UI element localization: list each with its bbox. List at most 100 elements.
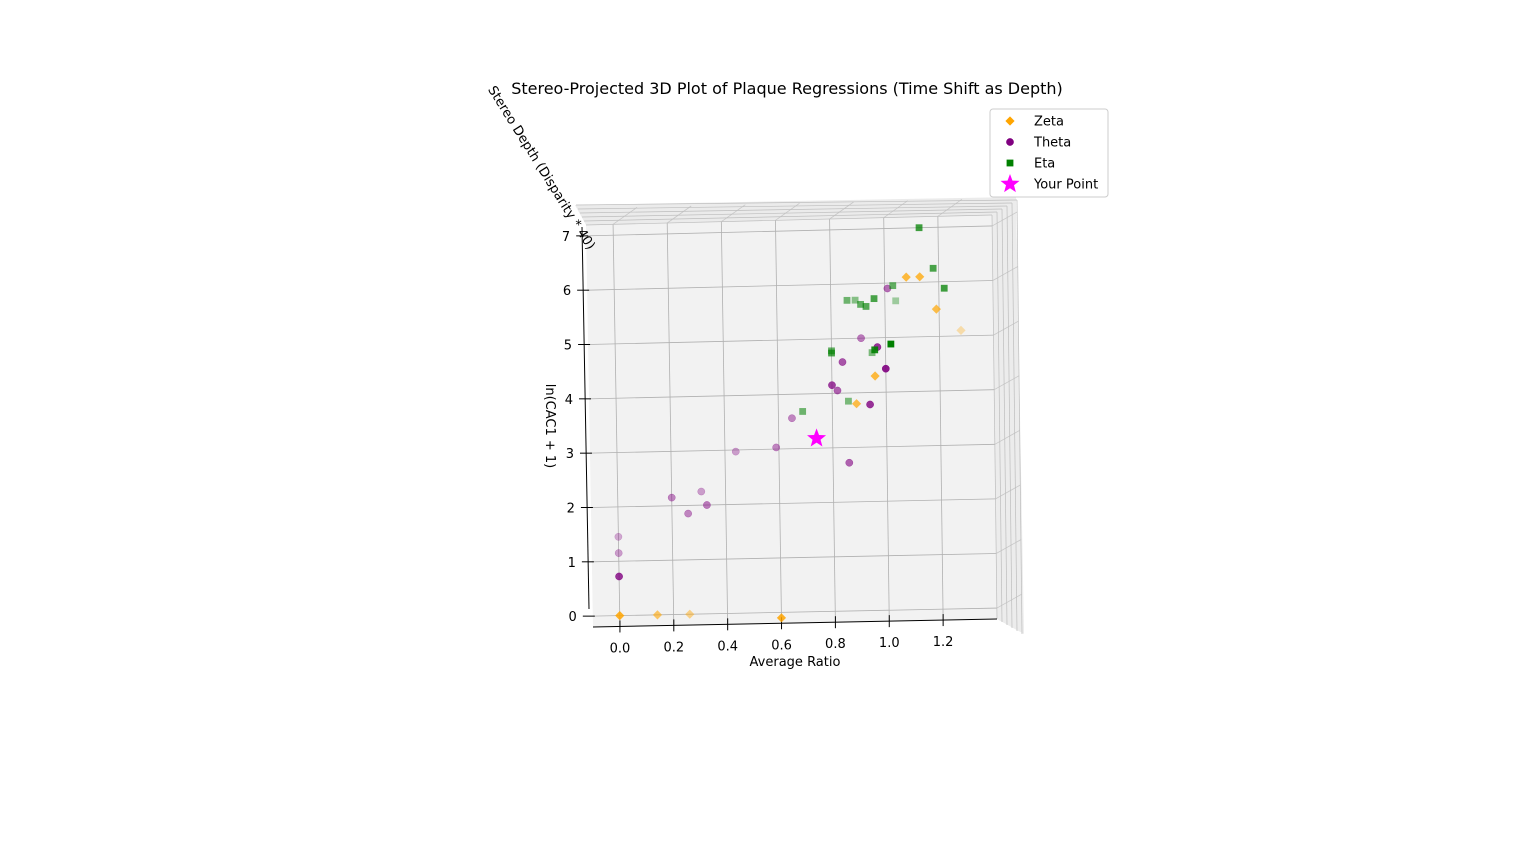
eta-point — [871, 346, 879, 354]
eta-point — [870, 295, 878, 303]
x-grid-line — [829, 218, 836, 623]
y-tick-label: 1 — [568, 556, 576, 571]
x-grid-line-top — [721, 204, 746, 222]
z-axis-label: Stereo Depth (Disparity * 40) — [484, 84, 597, 253]
theta-point — [857, 334, 865, 343]
x-tick-label: 0.4 — [717, 639, 738, 654]
eta-point — [940, 284, 948, 292]
theta-point — [833, 386, 842, 395]
zeta-point — [870, 371, 880, 381]
y-grid-line — [591, 553, 997, 563]
eta-point — [857, 300, 864, 308]
zeta-point — [956, 325, 966, 336]
zeta-point — [931, 304, 941, 314]
theta-point — [703, 501, 711, 509]
x-grid-line — [612, 224, 621, 627]
grid-lines — [575, 199, 1023, 635]
z-grid-line-top — [577, 202, 1013, 210]
axis-panes — [575, 197, 1024, 634]
y-grid-line — [587, 280, 993, 291]
eta-point — [915, 224, 923, 232]
x-grid-line — [720, 221, 729, 625]
x-tick-label: 0.2 — [663, 640, 684, 655]
x-tick-label: 1.0 — [879, 636, 900, 651]
theta-point — [614, 549, 623, 557]
y-grid-line-side — [995, 539, 1022, 554]
eta-point — [843, 296, 851, 304]
y-tick-label: 6 — [563, 284, 571, 299]
legend-box — [989, 108, 1109, 198]
z-grid-line — [1011, 202, 1018, 632]
y-tick-label: 4 — [565, 393, 573, 408]
y-tick-label: 0 — [569, 610, 577, 625]
legend: Zeta Theta Eta Your Point — [989, 108, 1109, 198]
theta-point — [866, 400, 874, 409]
y-grid-line — [589, 389, 995, 400]
y-grid-line-side — [993, 375, 1020, 391]
legend-marker-eta — [1006, 159, 1014, 167]
y-grid-line-side — [991, 211, 1018, 227]
eta-point — [799, 408, 807, 415]
eta-point — [845, 397, 852, 405]
your-point-point — [807, 428, 827, 447]
theta-point — [731, 447, 740, 456]
theta-point — [614, 532, 623, 541]
y-tick-label: 2 — [567, 501, 575, 516]
x-axis-line — [592, 618, 998, 628]
x-grid-line — [666, 222, 675, 626]
y-axis-label: ln(CAC1 + 1) — [542, 384, 557, 469]
eta-point — [929, 264, 937, 272]
theta-point — [845, 458, 854, 467]
z-grid-line — [1006, 205, 1013, 629]
y-grid-line-side — [995, 484, 1021, 500]
legend-label-your-point: Your Point — [1033, 178, 1098, 193]
zeta-point — [901, 272, 911, 282]
zeta-point — [915, 272, 925, 282]
y-grid-line-side — [993, 320, 1019, 336]
x-grid-line — [937, 216, 944, 621]
theta-point — [828, 381, 836, 390]
y-grid-line — [589, 443, 995, 454]
eta-point — [828, 349, 835, 357]
y-grid-line — [588, 334, 994, 345]
y-tick-label: 7 — [562, 230, 570, 245]
zeta-point — [652, 610, 663, 620]
x-grid-line-top — [666, 205, 692, 224]
theta-point — [838, 358, 847, 366]
theta-point — [788, 414, 796, 423]
eta-point — [892, 297, 900, 305]
legend-marker-zeta — [1005, 116, 1015, 126]
x-grid-line-top — [883, 200, 908, 218]
z-grid-line — [1016, 199, 1023, 635]
theta-point — [881, 364, 890, 373]
x-tick-label: 0.0 — [610, 641, 631, 656]
legend-label-eta: Eta — [1034, 157, 1055, 172]
x-grid-line-top — [829, 201, 854, 220]
y-grid-line — [586, 225, 993, 237]
legend-label-theta: Theta — [1033, 136, 1071, 151]
legend-marker-your-point — [1000, 174, 1020, 193]
y-tick-label: 3 — [566, 447, 574, 462]
eta-point — [889, 282, 897, 290]
y-grid-line-side — [992, 266, 1019, 281]
eta-point — [851, 296, 859, 304]
z-grid-line-top — [583, 211, 998, 222]
z-grid-line-top — [581, 208, 1003, 218]
y-grid-line — [590, 498, 996, 508]
y-grid-line-side — [994, 429, 1021, 445]
legend-marker-theta — [1006, 138, 1014, 146]
z-grid-line — [996, 211, 1003, 623]
data-points — [614, 224, 966, 623]
z-grid-line-top — [575, 199, 1018, 206]
zeta-point — [685, 609, 695, 619]
x-tick-label: 0.8 — [825, 637, 846, 652]
theta-point — [615, 572, 623, 581]
legend-label-zeta: Zeta — [1034, 115, 1064, 130]
tick-labels: 0.0 0.2 0.4 0.6 0.8 1.0 1.2 0 1 2 3 4 5 6 7 — [562, 230, 954, 657]
theta-point — [667, 493, 676, 502]
z-grid-line — [991, 214, 998, 620]
z-grid-line-top — [579, 205, 1008, 214]
zeta-point — [776, 613, 787, 623]
theta-point — [684, 509, 693, 518]
